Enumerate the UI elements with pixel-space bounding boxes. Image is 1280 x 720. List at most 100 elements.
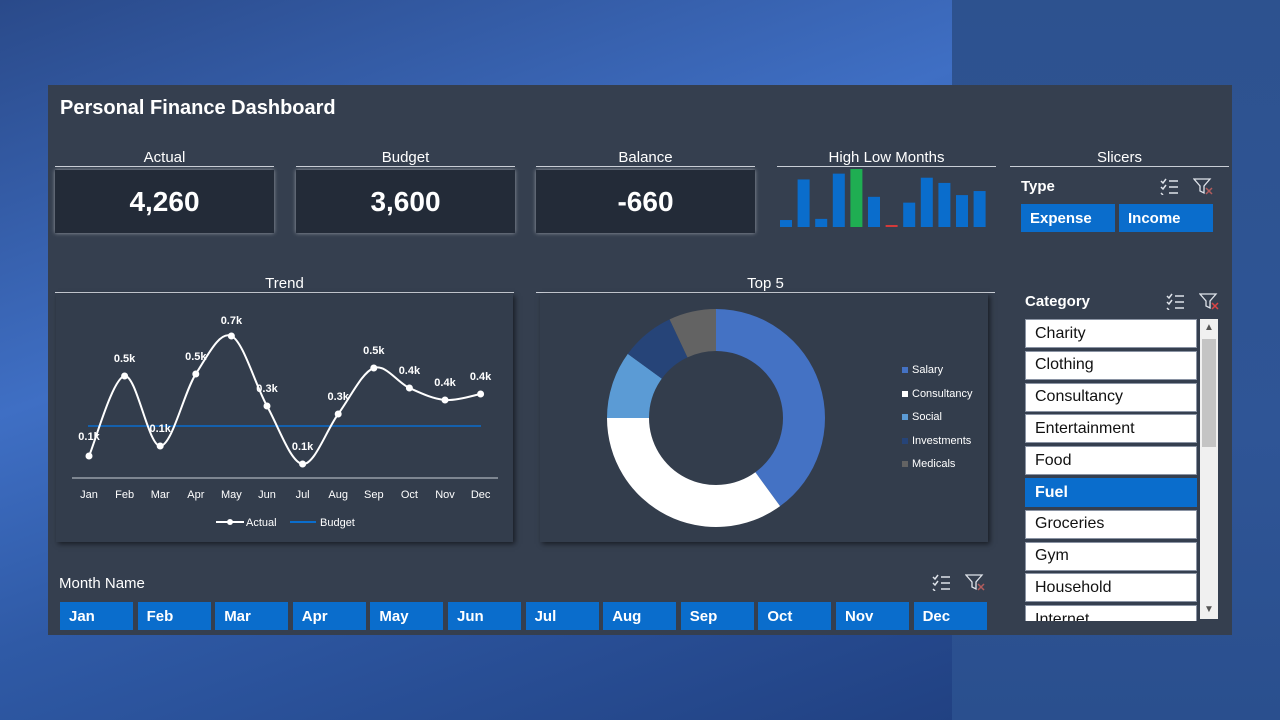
- actual-data-label-aug: 0.3k: [327, 391, 349, 403]
- category-item-gym[interactable]: Gym: [1025, 541, 1197, 571]
- trend-x-tick-jun: Jun: [258, 489, 276, 501]
- actual-point-oct: [405, 384, 413, 392]
- high-low-bar-chart: [780, 169, 986, 227]
- legend-label: Medicals: [912, 458, 956, 470]
- legend-item-salary: Salary: [902, 364, 943, 376]
- top5-panel: Salary Consultancy Social Investments Medica…: [540, 294, 988, 542]
- month-button-apr[interactable]: Apr: [292, 602, 366, 630]
- legend-actual-marker: [227, 519, 233, 525]
- high-low-bar-9: [938, 182, 951, 227]
- trend-panel: 0.1k 0.5k 0.1k 0.5k 0.7k 0.3k 0.1k 0.3k 0.5k 0.4k…: [56, 294, 513, 542]
- scroll-down-arrow-icon[interactable]: ▼: [1204, 604, 1214, 615]
- budget-kpi: 3,600: [296, 170, 515, 233]
- trend-x-tick-may: May: [221, 489, 242, 501]
- trend-x-tick-sep: Sep: [364, 489, 384, 501]
- month-button-feb[interactable]: Feb: [137, 602, 211, 630]
- legend-label: Salary: [912, 364, 944, 376]
- high-low-bar-6: [885, 225, 898, 227]
- month-button-nov[interactable]: Nov: [836, 602, 909, 630]
- actual-point-aug: [334, 410, 342, 418]
- dashboard: Personal Finance Dashboard Actual Budget…: [48, 85, 1232, 635]
- actual-point-nov: [441, 396, 449, 404]
- trend-x-tick-aug: Aug: [328, 489, 348, 501]
- legend-label: Social: [912, 411, 942, 423]
- donut-slice-social: [607, 353, 662, 418]
- category-item-internet[interactable]: Internet: [1025, 605, 1197, 621]
- category-slicer-label: Category: [1025, 293, 1091, 310]
- top5-title: Top 5: [536, 275, 995, 293]
- high-low-bar-1: [797, 179, 810, 227]
- legend-item-social: Social: [902, 411, 942, 423]
- actual-point-apr: [192, 370, 200, 378]
- clear-filter-icon[interactable]: [965, 573, 985, 591]
- high-low-bar-3: [832, 173, 845, 227]
- donut-slice-consultancy: [607, 418, 781, 527]
- legend-label: Consultancy: [912, 387, 973, 400]
- month-slicer-tools: [931, 573, 985, 591]
- high-low-bar-11: [973, 191, 986, 227]
- legend-swatch: [902, 414, 908, 420]
- trend-x-tick-jan: Jan: [80, 489, 98, 501]
- actual-data-label-apr: 0.5k: [185, 351, 207, 363]
- legend-swatch: [902, 437, 908, 444]
- actual-data-label-mar: 0.1k: [149, 423, 171, 435]
- trend-x-tick-jul: Jul: [296, 489, 310, 501]
- actual-point-jul: [299, 460, 307, 468]
- month-button-jan[interactable]: Jan: [60, 602, 133, 630]
- actual-point-may: [227, 332, 235, 340]
- type-expense-button[interactable]: Expense: [1021, 204, 1115, 232]
- category-item-consultancy[interactable]: Consultancy: [1025, 382, 1197, 412]
- high-low-bar-4: [850, 169, 863, 227]
- actual-data-label-sep: 0.5k: [363, 345, 385, 357]
- month-button-jul[interactable]: Jul: [525, 602, 599, 630]
- legend-item-consultancy: Consultancy: [902, 388, 973, 400]
- legend-budget-label: Budget: [320, 517, 355, 529]
- category-item-charity[interactable]: Charity: [1025, 319, 1197, 348]
- month-button-aug[interactable]: Aug: [603, 602, 677, 630]
- category-item-clothing[interactable]: Clothing: [1025, 350, 1197, 380]
- legend-label: Investments: [912, 434, 972, 447]
- multi-select-icon[interactable]: [1165, 292, 1185, 310]
- actual-kpi: 4,260: [55, 170, 274, 233]
- trend-line-chart: 0.1k 0.5k 0.1k 0.5k 0.7k 0.3k 0.1k 0.3k 0.5k 0.4k…: [72, 315, 498, 529]
- category-item-entertainment[interactable]: Entertainment: [1025, 414, 1197, 444]
- category-item-household[interactable]: Household: [1025, 573, 1197, 603]
- category-item-food[interactable]: Food: [1025, 446, 1197, 476]
- actual-point-sep: [370, 364, 378, 372]
- month-button-mar[interactable]: Mar: [215, 602, 289, 630]
- actual-data-label-feb: 0.5k: [114, 353, 136, 365]
- type-slicer-label: Type: [1021, 178, 1055, 195]
- actual-data-label-dec: 0.4k: [470, 371, 492, 383]
- scroll-thumb[interactable]: [1202, 339, 1216, 447]
- actual-data-label-jul: 0.1k: [292, 441, 314, 453]
- clear-filter-icon[interactable]: [1199, 292, 1219, 310]
- legend-actual-label: Actual: [246, 517, 277, 529]
- actual-point-mar: [156, 442, 164, 450]
- multi-select-icon[interactable]: [1159, 177, 1179, 195]
- clear-filter-icon[interactable]: [1193, 177, 1213, 195]
- month-button-sep[interactable]: Sep: [680, 602, 754, 630]
- category-item-fuel[interactable]: Fuel: [1025, 478, 1197, 507]
- legend-item-investments: Investments: [902, 435, 971, 447]
- trend-x-tick-dec: Dec: [471, 489, 491, 501]
- scroll-up-arrow-icon[interactable]: ▲: [1204, 322, 1214, 333]
- high-low-bar-7: [903, 202, 916, 227]
- actual-data-label-jan: 0.1k: [78, 431, 100, 443]
- category-scrollbar[interactable]: ▲ ▼: [1200, 319, 1218, 619]
- high-low-bar-8: [920, 177, 933, 227]
- high-low-bar-10: [956, 195, 968, 227]
- legend-swatch: [902, 461, 908, 467]
- type-income-button[interactable]: Income: [1119, 204, 1213, 232]
- month-button-dec[interactable]: Dec: [913, 602, 987, 630]
- category-item-groceries[interactable]: Groceries: [1025, 509, 1197, 539]
- multi-select-icon[interactable]: [931, 573, 951, 591]
- actual-data-label-may: 0.7k: [221, 315, 243, 327]
- month-button-may[interactable]: May: [370, 602, 444, 630]
- top5-donut-chart: [607, 309, 825, 527]
- month-button-jun[interactable]: Jun: [448, 602, 521, 630]
- trend-x-tick-oct: Oct: [401, 489, 418, 501]
- balance-kpi: -660: [536, 170, 755, 233]
- month-button-oct[interactable]: Oct: [758, 602, 832, 630]
- legend-item-medicals: Medicals: [902, 458, 955, 470]
- balance-value: -660: [617, 185, 674, 217]
